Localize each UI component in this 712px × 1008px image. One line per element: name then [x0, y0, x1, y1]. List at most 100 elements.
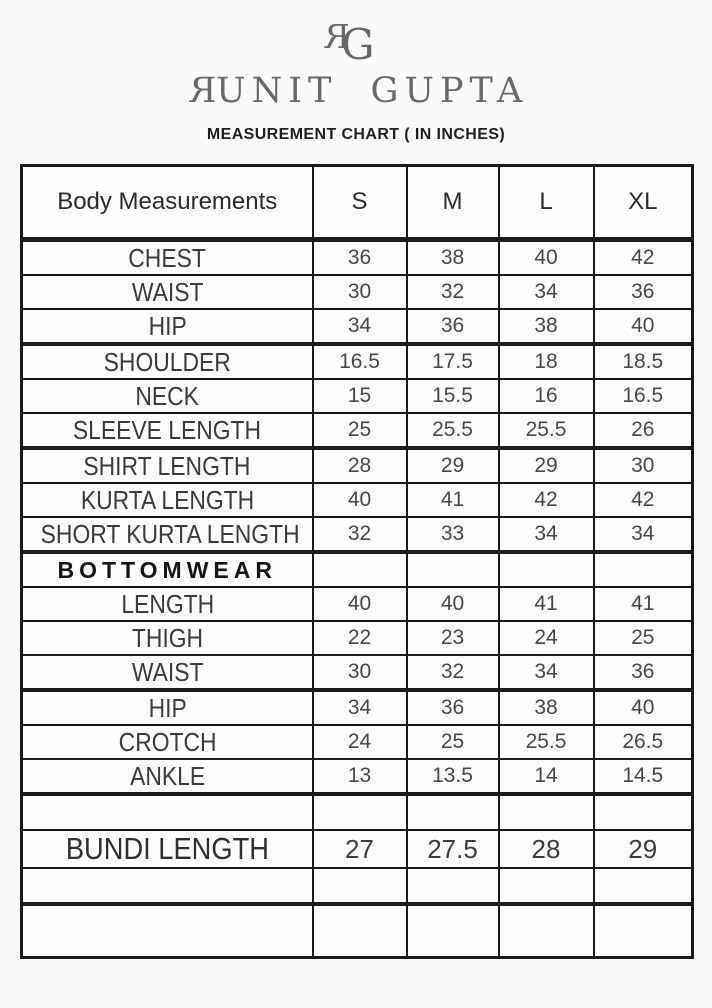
- measurement-value: 15.5: [405, 378, 500, 414]
- measurement-value: 41: [592, 586, 694, 622]
- measurement-value: 40: [311, 482, 408, 518]
- measurement-value: 16.5: [311, 343, 408, 380]
- measurement-value: [311, 793, 408, 831]
- row-label-text: HIP: [148, 692, 187, 723]
- column-header-size-xl: XL: [592, 164, 694, 242]
- measurement-value: 25: [592, 620, 694, 656]
- table-row: WAIST 30 32 34 36: [20, 654, 694, 692]
- measurement-value: 14.5: [592, 758, 694, 796]
- measurement-value: 36: [592, 274, 694, 310]
- measurement-value: 18.5: [592, 343, 694, 380]
- measurement-value: 30: [311, 274, 408, 310]
- table-row: BOTTOMWEAR: [20, 551, 694, 588]
- measurement-value: 34: [311, 308, 408, 346]
- row-label-text: CHEST: [128, 242, 207, 273]
- measurement-value: [497, 551, 595, 588]
- row-label: NECK: [20, 378, 314, 414]
- column-header-size-m: M: [405, 164, 500, 242]
- measurement-value: 42: [497, 482, 595, 518]
- row-label: HIP: [20, 689, 314, 726]
- measurement-value: 32: [405, 654, 500, 692]
- measurement-value: 30: [592, 447, 694, 484]
- table-row: BUNDI LENGTH 27 27.5 28 29: [20, 829, 694, 869]
- measurement-value: 29: [592, 829, 694, 869]
- row-label-text: ANKLE: [129, 760, 205, 791]
- measurement-value: 42: [592, 238, 694, 276]
- table-header-row: Body Measurements S M L XL: [20, 164, 694, 242]
- measurement-value: 24: [311, 724, 408, 760]
- monogram-letter-g: G: [341, 20, 375, 69]
- table-row: [20, 903, 694, 959]
- row-label-text: WAIST: [131, 276, 204, 307]
- table-row: HIP 34 36 38 40: [20, 689, 694, 726]
- row-label: BOTTOMWEAR: [20, 551, 314, 588]
- measurement-value: 13.5: [405, 758, 500, 796]
- row-label: BUNDI LENGTH: [20, 829, 314, 869]
- measurement-value: 27.5: [405, 829, 500, 869]
- row-label-text: KURTA LENGTH: [80, 484, 254, 515]
- measurement-value: [311, 903, 408, 959]
- row-label: SHIRT LENGTH: [20, 447, 314, 484]
- measurement-table: Body Measurements S M L XL CHEST 36 38 40 42 WAIS…: [20, 164, 694, 959]
- row-label-text: BOTTOMWEAR: [57, 556, 277, 583]
- measurement-value: [405, 551, 500, 588]
- measurement-value: 24: [497, 620, 595, 656]
- row-label-text: SHOULDER: [103, 346, 231, 377]
- brand-monogram-logo: G R: [311, 17, 401, 69]
- row-label: WAIST: [20, 654, 314, 692]
- brand-header: G R RUNIT GUPTA MEASUREMENT CHART ( IN I…: [0, 0, 712, 144]
- measurement-value: 32: [311, 516, 408, 554]
- measurement-value: 34: [497, 274, 595, 310]
- measurement-value: 30: [311, 654, 408, 692]
- measurement-value: [497, 903, 595, 959]
- row-label-text: HIP: [148, 310, 187, 341]
- row-label-text: SHIRT LENGTH: [83, 450, 251, 481]
- measurement-value: [497, 867, 595, 906]
- measurement-value: 25: [405, 724, 500, 760]
- table-row: [20, 793, 694, 831]
- measurement-value: 38: [405, 238, 500, 276]
- measurement-value: [405, 793, 500, 831]
- measurement-value: 13: [311, 758, 408, 796]
- measurement-value: 34: [497, 516, 595, 554]
- table-row: KURTA LENGTH 40 41 42 42: [20, 482, 694, 518]
- measurement-value: 25.5: [497, 412, 595, 450]
- table-row: [20, 867, 694, 906]
- row-label: [20, 903, 314, 959]
- table-row: SHIRT LENGTH 28 29 29 30: [20, 447, 694, 484]
- measurement-value: 14: [497, 758, 595, 796]
- measurement-value: 16.5: [592, 378, 694, 414]
- measurement-value: 36: [405, 689, 500, 726]
- row-label-text: BUNDI LENGTH: [65, 831, 269, 866]
- brand-name: RUNIT GUPTA: [0, 71, 712, 111]
- measurement-value: 15: [311, 378, 408, 414]
- measurement-value: 36: [405, 308, 500, 346]
- table-row: SHORT KURTA LENGTH 32 33 34 34: [20, 516, 694, 554]
- measurement-value: 17.5: [405, 343, 500, 380]
- measurement-value: [405, 867, 500, 906]
- column-header-body-measurements: Body Measurements: [20, 164, 314, 242]
- brand-name-first-letter: R: [183, 71, 217, 111]
- measurement-value: 26.5: [592, 724, 694, 760]
- measurement-value: 40: [592, 689, 694, 726]
- row-label: CHEST: [20, 238, 314, 276]
- measurement-value: 40: [497, 238, 595, 276]
- column-header-size-l: L: [497, 164, 595, 242]
- measurement-value: [592, 793, 694, 831]
- row-label: [20, 867, 314, 906]
- table-row: CROTCH 24 25 25.5 26.5: [20, 724, 694, 760]
- row-label: HIP: [20, 308, 314, 346]
- measurement-value: 34: [497, 654, 595, 692]
- measurement-value: [592, 867, 694, 906]
- measurement-value: [405, 903, 500, 959]
- table-row: THIGH 22 23 24 25: [20, 620, 694, 656]
- table-row: SLEEVE LENGTH 25 25.5 25.5 26: [20, 412, 694, 450]
- table-row: SHOULDER 16.5 17.5 18 18.5: [20, 343, 694, 380]
- measurement-value: [311, 867, 408, 906]
- measurement-value: 18: [497, 343, 595, 380]
- measurement-value: 28: [497, 829, 595, 869]
- measurement-value: 34: [311, 689, 408, 726]
- table-row: ANKLE 13 13.5 14 14.5: [20, 758, 694, 796]
- row-label-text: WAIST: [131, 656, 204, 687]
